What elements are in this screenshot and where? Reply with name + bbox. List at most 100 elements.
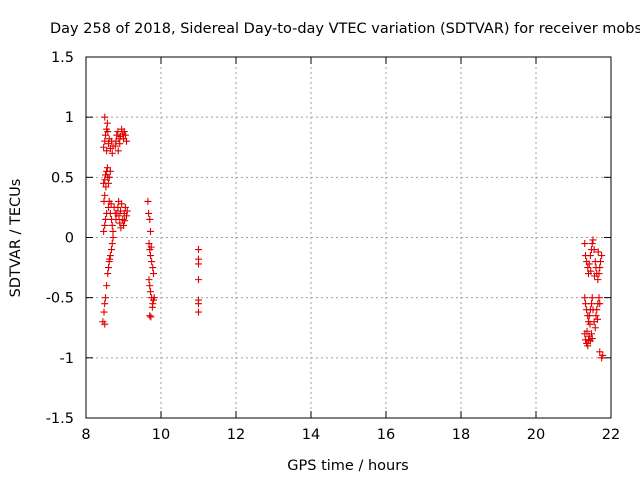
data-point [104, 128, 112, 136]
data-point [117, 224, 125, 232]
data-point [114, 147, 122, 155]
data-point [599, 351, 607, 359]
data-point [595, 294, 603, 302]
data-point [586, 252, 594, 260]
data-point [195, 246, 202, 254]
x-tick-label: 14 [302, 427, 320, 443]
data-point [585, 312, 593, 320]
data-point [103, 164, 111, 172]
data-point [594, 276, 602, 284]
data-point [583, 327, 591, 335]
data-point [109, 234, 117, 241]
data-point [101, 191, 109, 199]
data-point [147, 252, 154, 260]
data-point [105, 264, 112, 272]
data-point [584, 264, 592, 272]
data-point [150, 294, 158, 302]
data-point [107, 200, 115, 208]
data-point [121, 203, 129, 211]
data-point [102, 294, 109, 302]
y-tick-label: -1.5 [46, 411, 74, 427]
data-point [195, 300, 202, 308]
data-point [592, 312, 600, 320]
data-point [145, 240, 153, 248]
data-point [103, 147, 111, 155]
y-tick-label: 1 [65, 110, 74, 126]
data-point [145, 209, 153, 217]
x-axis-label: GPS time / hours [287, 458, 408, 474]
data-point [598, 252, 606, 260]
x-tick-label: 16 [377, 427, 395, 443]
data-point [596, 300, 604, 308]
data-point [116, 140, 124, 148]
data-point [105, 179, 112, 187]
data-point [101, 300, 109, 308]
data-point [588, 240, 596, 248]
data-point [105, 173, 113, 181]
data-point [106, 167, 114, 175]
data-point [100, 308, 108, 316]
data-point [594, 315, 601, 323]
data-point [101, 221, 109, 229]
y-tick-label: 0 [65, 231, 74, 247]
data-point [106, 255, 114, 263]
data-points [99, 113, 607, 362]
data-point [147, 227, 154, 235]
data-point [150, 270, 157, 278]
data-point [195, 308, 202, 316]
grid-lines [86, 57, 611, 418]
data-point [582, 300, 589, 308]
data-point [584, 342, 592, 350]
data-point [195, 260, 202, 268]
data-point [594, 248, 602, 256]
x-tick-label: 18 [452, 427, 470, 443]
data-point [149, 264, 157, 272]
data-point [588, 300, 595, 308]
data-point [116, 219, 124, 227]
data-point [148, 303, 156, 311]
data-point [101, 137, 109, 145]
data-point [146, 215, 154, 223]
data-point [121, 131, 129, 139]
data-point [104, 270, 112, 278]
x-tick-label: 20 [527, 427, 545, 443]
data-point [145, 276, 153, 284]
y-tick-label: -0.5 [46, 291, 74, 307]
data-point [113, 131, 121, 139]
data-point [109, 227, 117, 235]
data-point [591, 324, 599, 332]
data-point [147, 243, 155, 251]
data-point [147, 313, 155, 321]
data-point [147, 288, 154, 296]
data-point [589, 236, 597, 244]
data-point [586, 320, 594, 328]
data-point [112, 215, 120, 223]
data-point [101, 320, 109, 328]
data-point [101, 113, 109, 121]
data-point [588, 330, 595, 338]
data-point [146, 312, 154, 320]
data-point [588, 335, 596, 343]
data-point [596, 264, 604, 272]
data-point [102, 131, 109, 139]
data-point [108, 149, 116, 157]
data-point [585, 260, 593, 268]
data-point [121, 217, 129, 225]
data-point [111, 142, 119, 150]
data-point [123, 137, 130, 145]
x-tick-labels: 8 10 12 14 16 18 20 22 [81, 427, 620, 443]
y-axis-label: SDTVAR / TECUs [8, 179, 24, 298]
x-tick-label: 10 [152, 427, 170, 443]
data-point [115, 212, 123, 220]
data-point [114, 128, 122, 136]
data-point [581, 240, 589, 248]
data-point [108, 240, 116, 248]
data-point [587, 267, 595, 275]
data-point [123, 212, 130, 220]
data-point [114, 203, 122, 211]
data-point [595, 270, 603, 278]
data-point [103, 282, 111, 290]
data-point [106, 252, 114, 260]
data-point [108, 221, 116, 229]
